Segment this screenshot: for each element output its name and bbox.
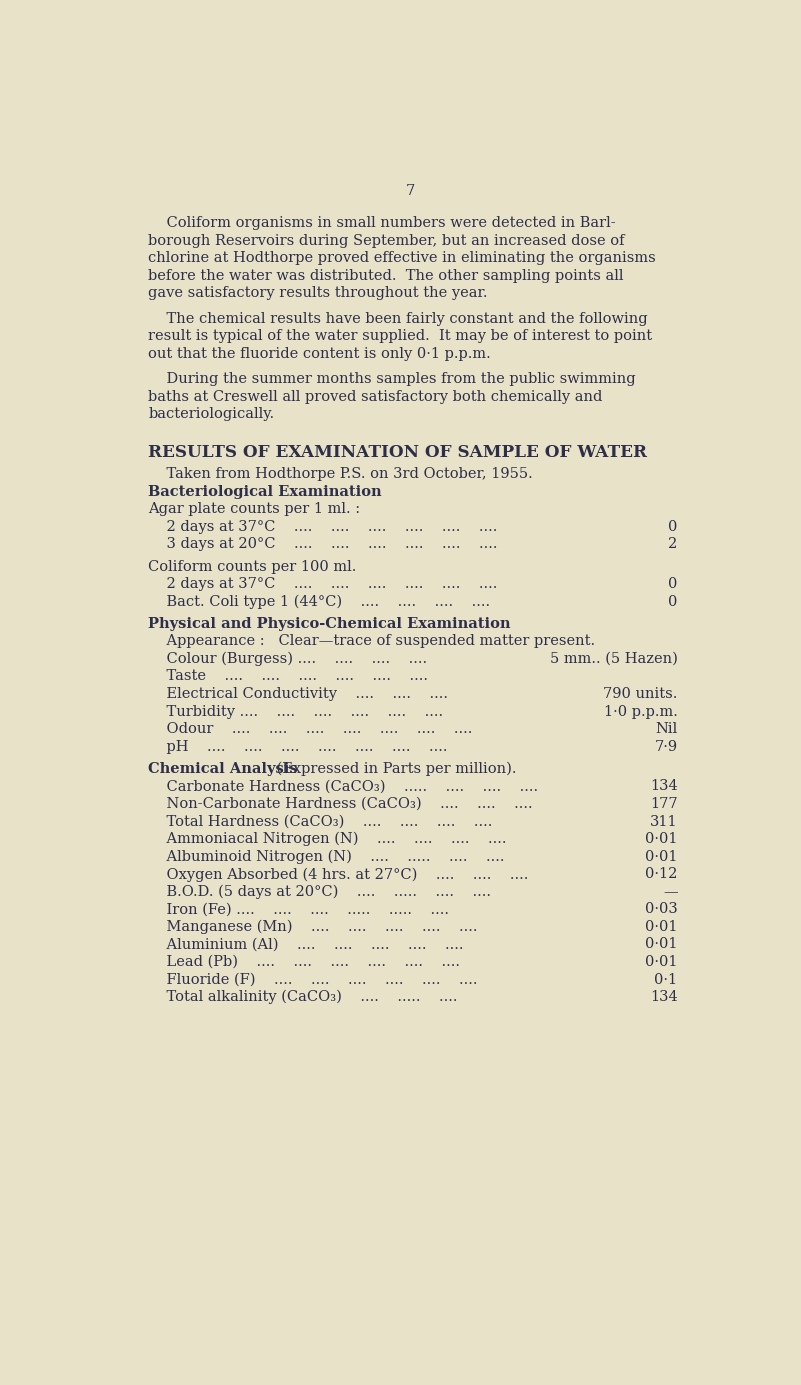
Text: 2: 2: [668, 537, 678, 551]
Text: 2 days at 37°C    ....    ....    ....    ....    ....    ....: 2 days at 37°C .... .... .... .... .... …: [148, 578, 497, 591]
Text: result is typical of the water supplied.  It may be of interest to point: result is typical of the water supplied.…: [148, 330, 652, 343]
Text: Iron (Fe) ....    ....    ....    .....    .....    ....: Iron (Fe) .... .... .... ..... ..... ...…: [148, 902, 449, 917]
Text: Aluminium (Al)    ....    ....    ....    ....    ....: Aluminium (Al) .... .... .... .... ....: [148, 938, 464, 951]
Text: 0·01: 0·01: [645, 832, 678, 846]
Text: 2 days at 37°C    ....    ....    ....    ....    ....    ....: 2 days at 37°C .... .... .... .... .... …: [148, 519, 497, 533]
Text: borough Reservoirs during September, but an increased dose of: borough Reservoirs during September, but…: [148, 234, 625, 248]
Text: The chemical results have been fairly constant and the following: The chemical results have been fairly co…: [148, 312, 648, 325]
Text: bacteriologically.: bacteriologically.: [148, 407, 274, 421]
Text: B.O.D. (5 days at 20°C)    ....    .....    ....    ....: B.O.D. (5 days at 20°C) .... ..... .... …: [148, 885, 491, 899]
Text: 7·9: 7·9: [654, 740, 678, 753]
Text: 0: 0: [668, 519, 678, 533]
Text: before the water was distributed.  The other sampling points all: before the water was distributed. The ot…: [148, 269, 624, 283]
Text: baths at Creswell all proved satisfactory both chemically and: baths at Creswell all proved satisfactor…: [148, 389, 602, 403]
Text: Appearance :   Clear—trace of suspended matter present.: Appearance : Clear—trace of suspended ma…: [148, 634, 595, 648]
Text: Non-Carbonate Hardness (CaCO₃)    ....    ....    ....: Non-Carbonate Hardness (CaCO₃) .... ....…: [148, 796, 533, 812]
Text: 0·03: 0·03: [645, 902, 678, 917]
Text: chlorine at Hodthorpe proved effective in eliminating the organisms: chlorine at Hodthorpe proved effective i…: [148, 251, 656, 266]
Text: (Expressed in Parts per million).: (Expressed in Parts per million).: [272, 762, 517, 776]
Text: Bact. Coli type 1 (44°C)    ....    ....    ....    ....: Bact. Coli type 1 (44°C) .... .... .... …: [148, 594, 490, 609]
Text: Lead (Pb)    ....    ....    ....    ....    ....    ....: Lead (Pb) .... .... .... .... .... ....: [148, 956, 461, 970]
Text: 7: 7: [406, 184, 415, 198]
Text: Coliform counts per 100 ml.: Coliform counts per 100 ml.: [148, 560, 356, 573]
Text: gave satisfactory results throughout the year.: gave satisfactory results throughout the…: [148, 287, 488, 301]
Text: 0·01: 0·01: [645, 849, 678, 864]
Text: 134: 134: [650, 990, 678, 1004]
Text: Odour    ....    ....    ....    ....    ....    ....    ....: Odour .... .... .... .... .... .... ....: [148, 722, 473, 737]
Text: Taste    ....    ....    ....    ....    ....    ....: Taste .... .... .... .... .... ....: [148, 669, 429, 683]
Text: Total Hardness (CaCO₃)    ....    ....    ....    ....: Total Hardness (CaCO₃) .... .... .... ..…: [148, 814, 493, 828]
Text: 1·0 p.p.m.: 1·0 p.p.m.: [604, 705, 678, 719]
Text: —: —: [663, 885, 678, 899]
Text: 3 days at 20°C    ....    ....    ....    ....    ....    ....: 3 days at 20°C .... .... .... .... .... …: [148, 537, 497, 551]
Text: 0·12: 0·12: [645, 867, 678, 881]
Text: 0·01: 0·01: [645, 938, 678, 951]
Text: Manganese (Mn)    ....    ....    ....    ....    ....: Manganese (Mn) .... .... .... .... ....: [148, 920, 477, 935]
Text: Agar plate counts per 1 ml. :: Agar plate counts per 1 ml. :: [148, 503, 360, 517]
Text: 0·01: 0·01: [645, 956, 678, 970]
Text: Taken from Hodthorpe P.S. on 3rd October, 1955.: Taken from Hodthorpe P.S. on 3rd October…: [148, 467, 533, 481]
Text: Nil: Nil: [655, 722, 678, 737]
Text: Colour (Burgess) ....    ....    ....    ....: Colour (Burgess) .... .... .... ....: [148, 652, 427, 666]
Text: Turbidity ....    ....    ....    ....    ....    ....: Turbidity .... .... .... .... .... ....: [148, 705, 443, 719]
Text: 0·01: 0·01: [645, 920, 678, 933]
Text: Electrical Conductivity    ....    ....    ....: Electrical Conductivity .... .... ....: [148, 687, 449, 701]
Text: 0: 0: [668, 578, 678, 591]
Text: out that the fluoride content is only 0·1 p.p.m.: out that the fluoride content is only 0·…: [148, 346, 491, 361]
Text: Total alkalinity (CaCO₃)    ....    .....    ....: Total alkalinity (CaCO₃) .... ..... ....: [148, 990, 457, 1004]
Text: 5 mm.. (5 Hazen): 5 mm.. (5 Hazen): [549, 652, 678, 666]
Text: 177: 177: [650, 796, 678, 812]
Text: Albuminoid Nitrogen (N)    ....    .....    ....    ....: Albuminoid Nitrogen (N) .... ..... .... …: [148, 849, 505, 864]
Text: RESULTS OF EXAMINATION OF SAMPLE OF WATER: RESULTS OF EXAMINATION OF SAMPLE OF WATE…: [148, 445, 647, 461]
Text: Chemical Analysis: Chemical Analysis: [148, 762, 298, 776]
Text: 0: 0: [668, 594, 678, 608]
Text: During the summer months samples from the public swimming: During the summer months samples from th…: [148, 373, 636, 386]
Text: Coliform organisms in small numbers were detected in Barl-: Coliform organisms in small numbers were…: [148, 216, 616, 230]
Text: 134: 134: [650, 780, 678, 794]
Text: Fluoride (F)    ....    ....    ....    ....    ....    ....: Fluoride (F) .... .... .... .... .... ..…: [148, 972, 477, 986]
Text: Ammoniacal Nitrogen (N)    ....    ....    ....    ....: Ammoniacal Nitrogen (N) .... .... .... .…: [148, 832, 507, 846]
Text: Bacteriological Examination: Bacteriological Examination: [148, 485, 382, 499]
Text: Oxygen Absorbed (4 hrs. at 27°C)    ....    ....    ....: Oxygen Absorbed (4 hrs. at 27°C) .... ..…: [148, 867, 529, 882]
Text: 0·1: 0·1: [654, 972, 678, 986]
Text: pH    ....    ....    ....    ....    ....    ....    ....: pH .... .... .... .... .... .... ....: [148, 740, 448, 753]
Text: 311: 311: [650, 814, 678, 828]
Text: Physical and Physico-Chemical Examination: Physical and Physico-Chemical Examinatio…: [148, 616, 511, 630]
Text: Carbonate Hardness (CaCO₃)    .....    ....    ....    ....: Carbonate Hardness (CaCO₃) ..... .... ..…: [148, 780, 538, 794]
Text: 790 units.: 790 units.: [603, 687, 678, 701]
